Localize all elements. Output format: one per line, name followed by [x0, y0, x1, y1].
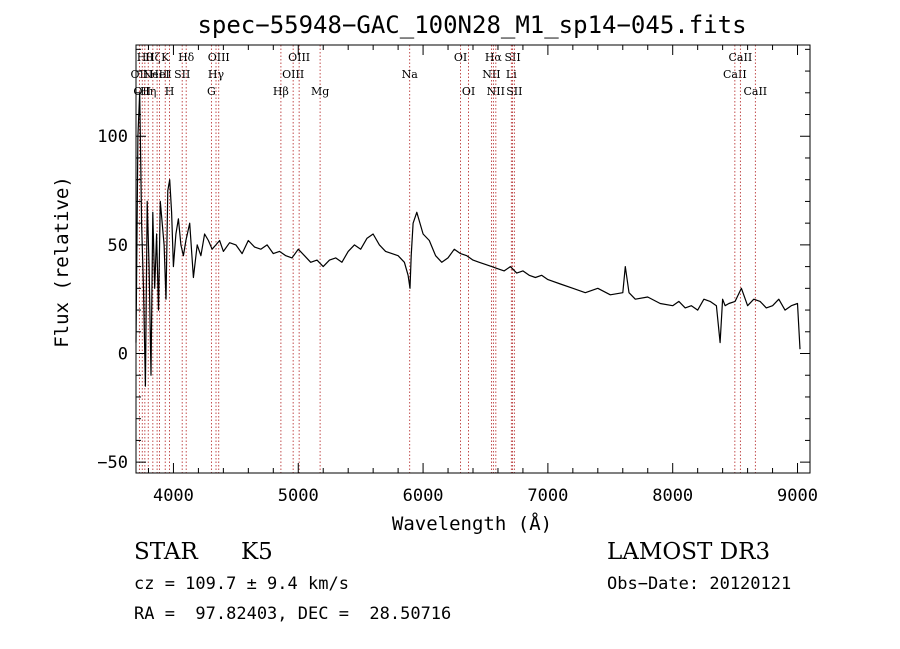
marker-label: Mg — [311, 85, 329, 98]
marker-label: H — [165, 85, 175, 98]
marker-label: SII — [504, 51, 520, 64]
marker-label: K — [161, 51, 170, 64]
marker-label: OIII — [288, 51, 310, 64]
marker-label: G — [207, 85, 216, 98]
y-tick-label: 0 — [118, 345, 128, 365]
x-axis-label: Wavelength (Å) — [392, 512, 552, 535]
marker-label: Hα — [485, 51, 503, 64]
marker-label: OI — [462, 85, 475, 98]
y-tick-label: 100 — [97, 127, 128, 147]
survey-label: LAMOST DR3 — [607, 539, 771, 565]
axis-ticks: 4000 5000 6000 7000 8000 9000 −50 0 50 100 — [97, 45, 818, 506]
marker-label: Hδ — [178, 51, 195, 64]
marker-label: CaII — [729, 51, 753, 64]
coordinates-readout: RA = 97.82403, DEC = 28.50716 — [134, 604, 452, 624]
marker-label: Hη — [140, 85, 156, 98]
marker-label: CaII — [723, 68, 747, 81]
marker-label: HeI — [149, 68, 169, 81]
marker-label: Hθ — [137, 51, 154, 64]
marker-label: SII — [174, 68, 190, 81]
x-tick-label: 5000 — [278, 486, 319, 506]
class-label: STAR — [134, 539, 198, 565]
x-tick-label: 6000 — [403, 486, 444, 506]
chart-title: spec−55948−GAC_100N28_M1_sp14−045.fits — [197, 11, 746, 39]
marker-label: NII — [482, 68, 500, 81]
marker-label: Li — [506, 68, 517, 81]
y-tick-label: −50 — [97, 453, 128, 473]
marker-label: Na — [402, 68, 419, 81]
plot-frame — [135, 44, 811, 474]
spectrum-line — [135, 92, 801, 387]
y-tick-label: 50 — [108, 236, 128, 256]
marker-label: NeIII — [143, 68, 172, 81]
marker-label: NII — [487, 85, 505, 98]
marker-label: OII — [131, 68, 149, 81]
marker-label: Hγ — [208, 68, 225, 81]
marker-label: OIII — [208, 51, 230, 64]
marker-label: SII — [506, 85, 522, 98]
marker-label: OIII — [282, 68, 304, 81]
obs-date-readout: Obs−Date: 20120121 — [607, 574, 792, 594]
series-layer — [135, 92, 801, 387]
marker-label: OII — [133, 85, 151, 98]
marker-label: CaII — [743, 85, 767, 98]
marker-label: OI — [454, 51, 467, 64]
marker-label: Hβ — [273, 85, 289, 98]
redshift-readout: cz = 109.7 ± 9.4 km/s — [134, 574, 349, 594]
y-axis-label: Flux (relative) — [51, 176, 73, 348]
x-tick-label: 8000 — [652, 486, 693, 506]
subclass-label: K5 — [241, 539, 273, 565]
x-tick-label: 4000 — [153, 486, 194, 506]
x-tick-label: 9000 — [777, 486, 818, 506]
x-tick-label: 7000 — [527, 486, 568, 506]
marker-label: Hζ — [145, 51, 161, 64]
